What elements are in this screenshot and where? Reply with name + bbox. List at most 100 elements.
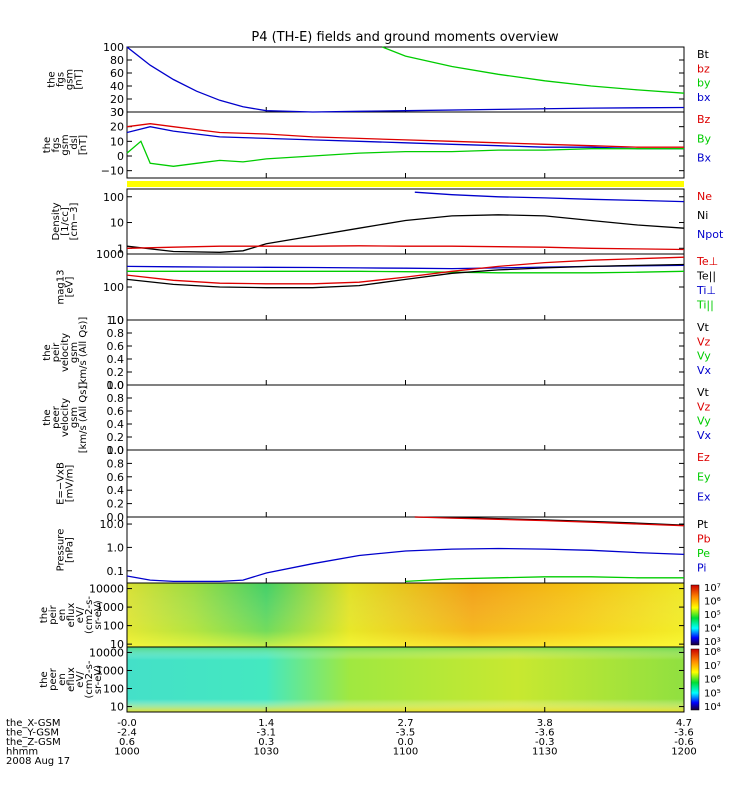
y-tick-label: 1000 — [96, 248, 124, 261]
x-row-value: 2.7 — [398, 718, 414, 729]
series-line-p1 — [382, 46, 685, 94]
y-tick-label: 0.1 — [107, 565, 125, 578]
y-tick-label: 100 — [103, 683, 124, 696]
panel-frame — [126, 384, 685, 451]
legend-entry: Pe — [697, 547, 710, 560]
y-tick-label: 10 — [110, 638, 124, 651]
y-tick-label: 0.8 — [107, 457, 125, 470]
y-tick-label: 10000 — [89, 583, 124, 596]
y-axis-label: fgs — [51, 137, 62, 152]
x-row-value: 3.8 — [537, 718, 553, 729]
legend-entry: Bx — [697, 152, 712, 165]
y-tick-label: 40 — [110, 80, 124, 93]
y-axis-label: mag13 — [56, 270, 67, 305]
panel-p10: 10 100 1000 10000 thepeerenefluxeV/(cm2-s-sr… — [39, 646, 721, 713]
legend-entry: Te⊥ — [696, 255, 718, 268]
y-tick-label: 0.8 — [107, 327, 125, 340]
x-row-value: -3.6 — [535, 728, 555, 739]
colorbar-tick-label: 10⁴ — [704, 702, 721, 713]
yellow-status-bar — [127, 181, 684, 187]
legend-entry: Ti|| — [696, 299, 714, 312]
y-axis-label: the — [47, 71, 58, 87]
y-axis-label: peir — [48, 604, 59, 624]
x-row-value: 1130 — [532, 747, 557, 758]
legend-entry: bx — [697, 91, 711, 104]
y-axis-label: peer — [48, 667, 59, 691]
y-tick-label: 0 — [117, 106, 124, 119]
y-tick-label: 0.0 — [107, 379, 125, 392]
y-axis-label: [km/s (All Qs)] — [78, 382, 89, 454]
panel-p6: 0.00.20.40.60.81.0thepeervelocitygsm[km/… — [42, 379, 712, 457]
colorbar — [690, 584, 700, 646]
panel-p3: 1 10 100 Density[1/cc][cm−3] Ne Ni Npot — [51, 188, 724, 255]
x-row-value: -3.6 — [674, 728, 694, 739]
y-tick-label: 100 — [103, 620, 124, 633]
y-tick-label: 1.0 — [107, 314, 125, 327]
y-tick-label: 10 — [110, 217, 124, 230]
y-tick-label: 10 — [110, 701, 124, 714]
colorbar-tick-label: 10⁸ — [704, 647, 721, 658]
x-row-value: -0.0 — [117, 718, 137, 729]
y-axis-label: peer — [51, 405, 62, 429]
x-row-value: 1030 — [254, 747, 279, 758]
colorbar — [690, 648, 700, 711]
x-row-label: the_Y-GSM — [6, 728, 59, 739]
legend-entry: Vt — [697, 386, 710, 399]
y-axis-label: fgs — [56, 72, 67, 87]
colorbar-tick-label: 10⁵ — [704, 610, 721, 621]
y-tick-label: 20 — [110, 93, 124, 106]
series-line-p8 — [405, 576, 684, 583]
y-tick-label: 60 — [110, 67, 124, 80]
y-axis-label: eV/ — [75, 606, 86, 623]
legend-entry: by — [697, 77, 711, 90]
series-line-p2 — [126, 123, 684, 148]
y-axis-label: [nT] — [78, 135, 89, 155]
panel-p5: 0.00.20.40.60.81.0thepeirvelocitygsm[km/… — [42, 314, 712, 392]
y-tick-label: 0.0 — [107, 444, 125, 457]
panel-frame — [126, 319, 685, 386]
legend-entry: Pb — [697, 533, 711, 546]
series-line-p3 — [126, 245, 685, 251]
legend-entry: By — [697, 132, 712, 145]
series-line-p3 — [414, 191, 685, 203]
x-row-value: 4.7 — [676, 718, 692, 729]
y-axis-label: gsm — [60, 134, 71, 155]
x-row-value: 1200 — [671, 747, 696, 758]
legend-entry: Pt — [697, 518, 709, 531]
x-row-value: 0.0 — [398, 737, 414, 748]
series-line-p8 — [126, 547, 685, 583]
legend-entry: Ti⊥ — [696, 284, 716, 297]
y-axis-label: en — [57, 673, 68, 686]
y-tick-label: 100 — [103, 281, 124, 294]
y-axis-label: the — [42, 137, 53, 153]
legend-entry: Npot — [697, 228, 724, 241]
legend-entry: Te|| — [696, 270, 716, 283]
y-axis-label: eflux — [66, 603, 77, 628]
y-axis-label: the — [39, 607, 50, 623]
y-axis-label: gsm — [69, 407, 80, 428]
x-row-value: 1000 — [114, 747, 139, 758]
colorbar-tick-label: 10⁶ — [704, 675, 721, 686]
y-tick-label: 100 — [103, 191, 124, 204]
y-tick-label: 0.8 — [107, 392, 125, 405]
y-axis-label: sr-eV) — [93, 665, 104, 694]
y-tick-label: 10 — [110, 135, 124, 148]
panel-frame — [126, 449, 685, 518]
y-axis-label: [eV] — [65, 277, 76, 298]
y-axis-label: eV/ — [75, 671, 86, 688]
y-tick-label: 30 — [110, 106, 124, 119]
y-axis-label: Density — [51, 202, 62, 240]
colorbar-tick-label: 10⁴ — [704, 624, 721, 635]
series-line-p1 — [126, 46, 685, 113]
x-row-value: -2.4 — [117, 728, 137, 739]
y-tick-label: 0.6 — [107, 405, 125, 418]
colorbar-tick-label: 10⁷ — [704, 583, 721, 594]
y-tick-label: 0.6 — [107, 340, 125, 353]
y-tick-label: 1.0 — [107, 379, 125, 392]
legend-entry: Vx — [697, 364, 712, 377]
y-tick-label: 0.2 — [107, 498, 125, 511]
y-tick-label: 0.4 — [107, 353, 125, 366]
